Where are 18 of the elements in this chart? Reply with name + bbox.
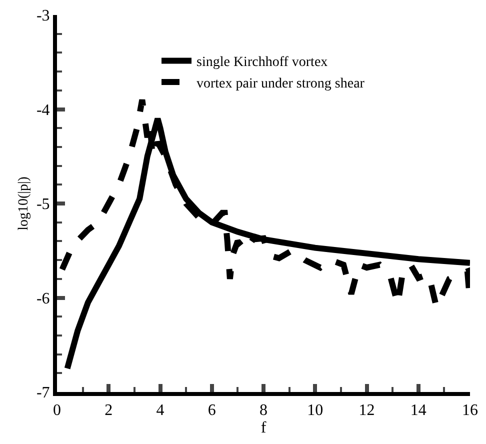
- x-tick-label: 2: [104, 402, 113, 420]
- y-tick-label: -4: [36, 102, 50, 119]
- y-tick-label: -5: [36, 196, 50, 214]
- y-tick-label: -6: [36, 290, 50, 308]
- legend-label: single Kirchhoff vortex: [196, 55, 328, 70]
- legend-label: vortex pair under strong shear: [196, 76, 365, 92]
- x-tick-label: 10: [307, 402, 324, 420]
- x-tick-label: 0: [53, 402, 61, 420]
- x-tick-label: 12: [358, 402, 375, 420]
- y-tick-label: -3: [36, 8, 50, 25]
- x-tick-label: 6: [208, 402, 216, 420]
- x-axis-title: f: [260, 419, 267, 436]
- y-axis-title: log10(|p|): [16, 176, 32, 230]
- x-tick-label: 4: [156, 402, 164, 420]
- y-tick-label: -7: [36, 384, 50, 402]
- x-tick-label: 8: [260, 402, 268, 420]
- x-tick-label: 14: [410, 402, 426, 420]
- x-tick-label: 16: [462, 402, 478, 420]
